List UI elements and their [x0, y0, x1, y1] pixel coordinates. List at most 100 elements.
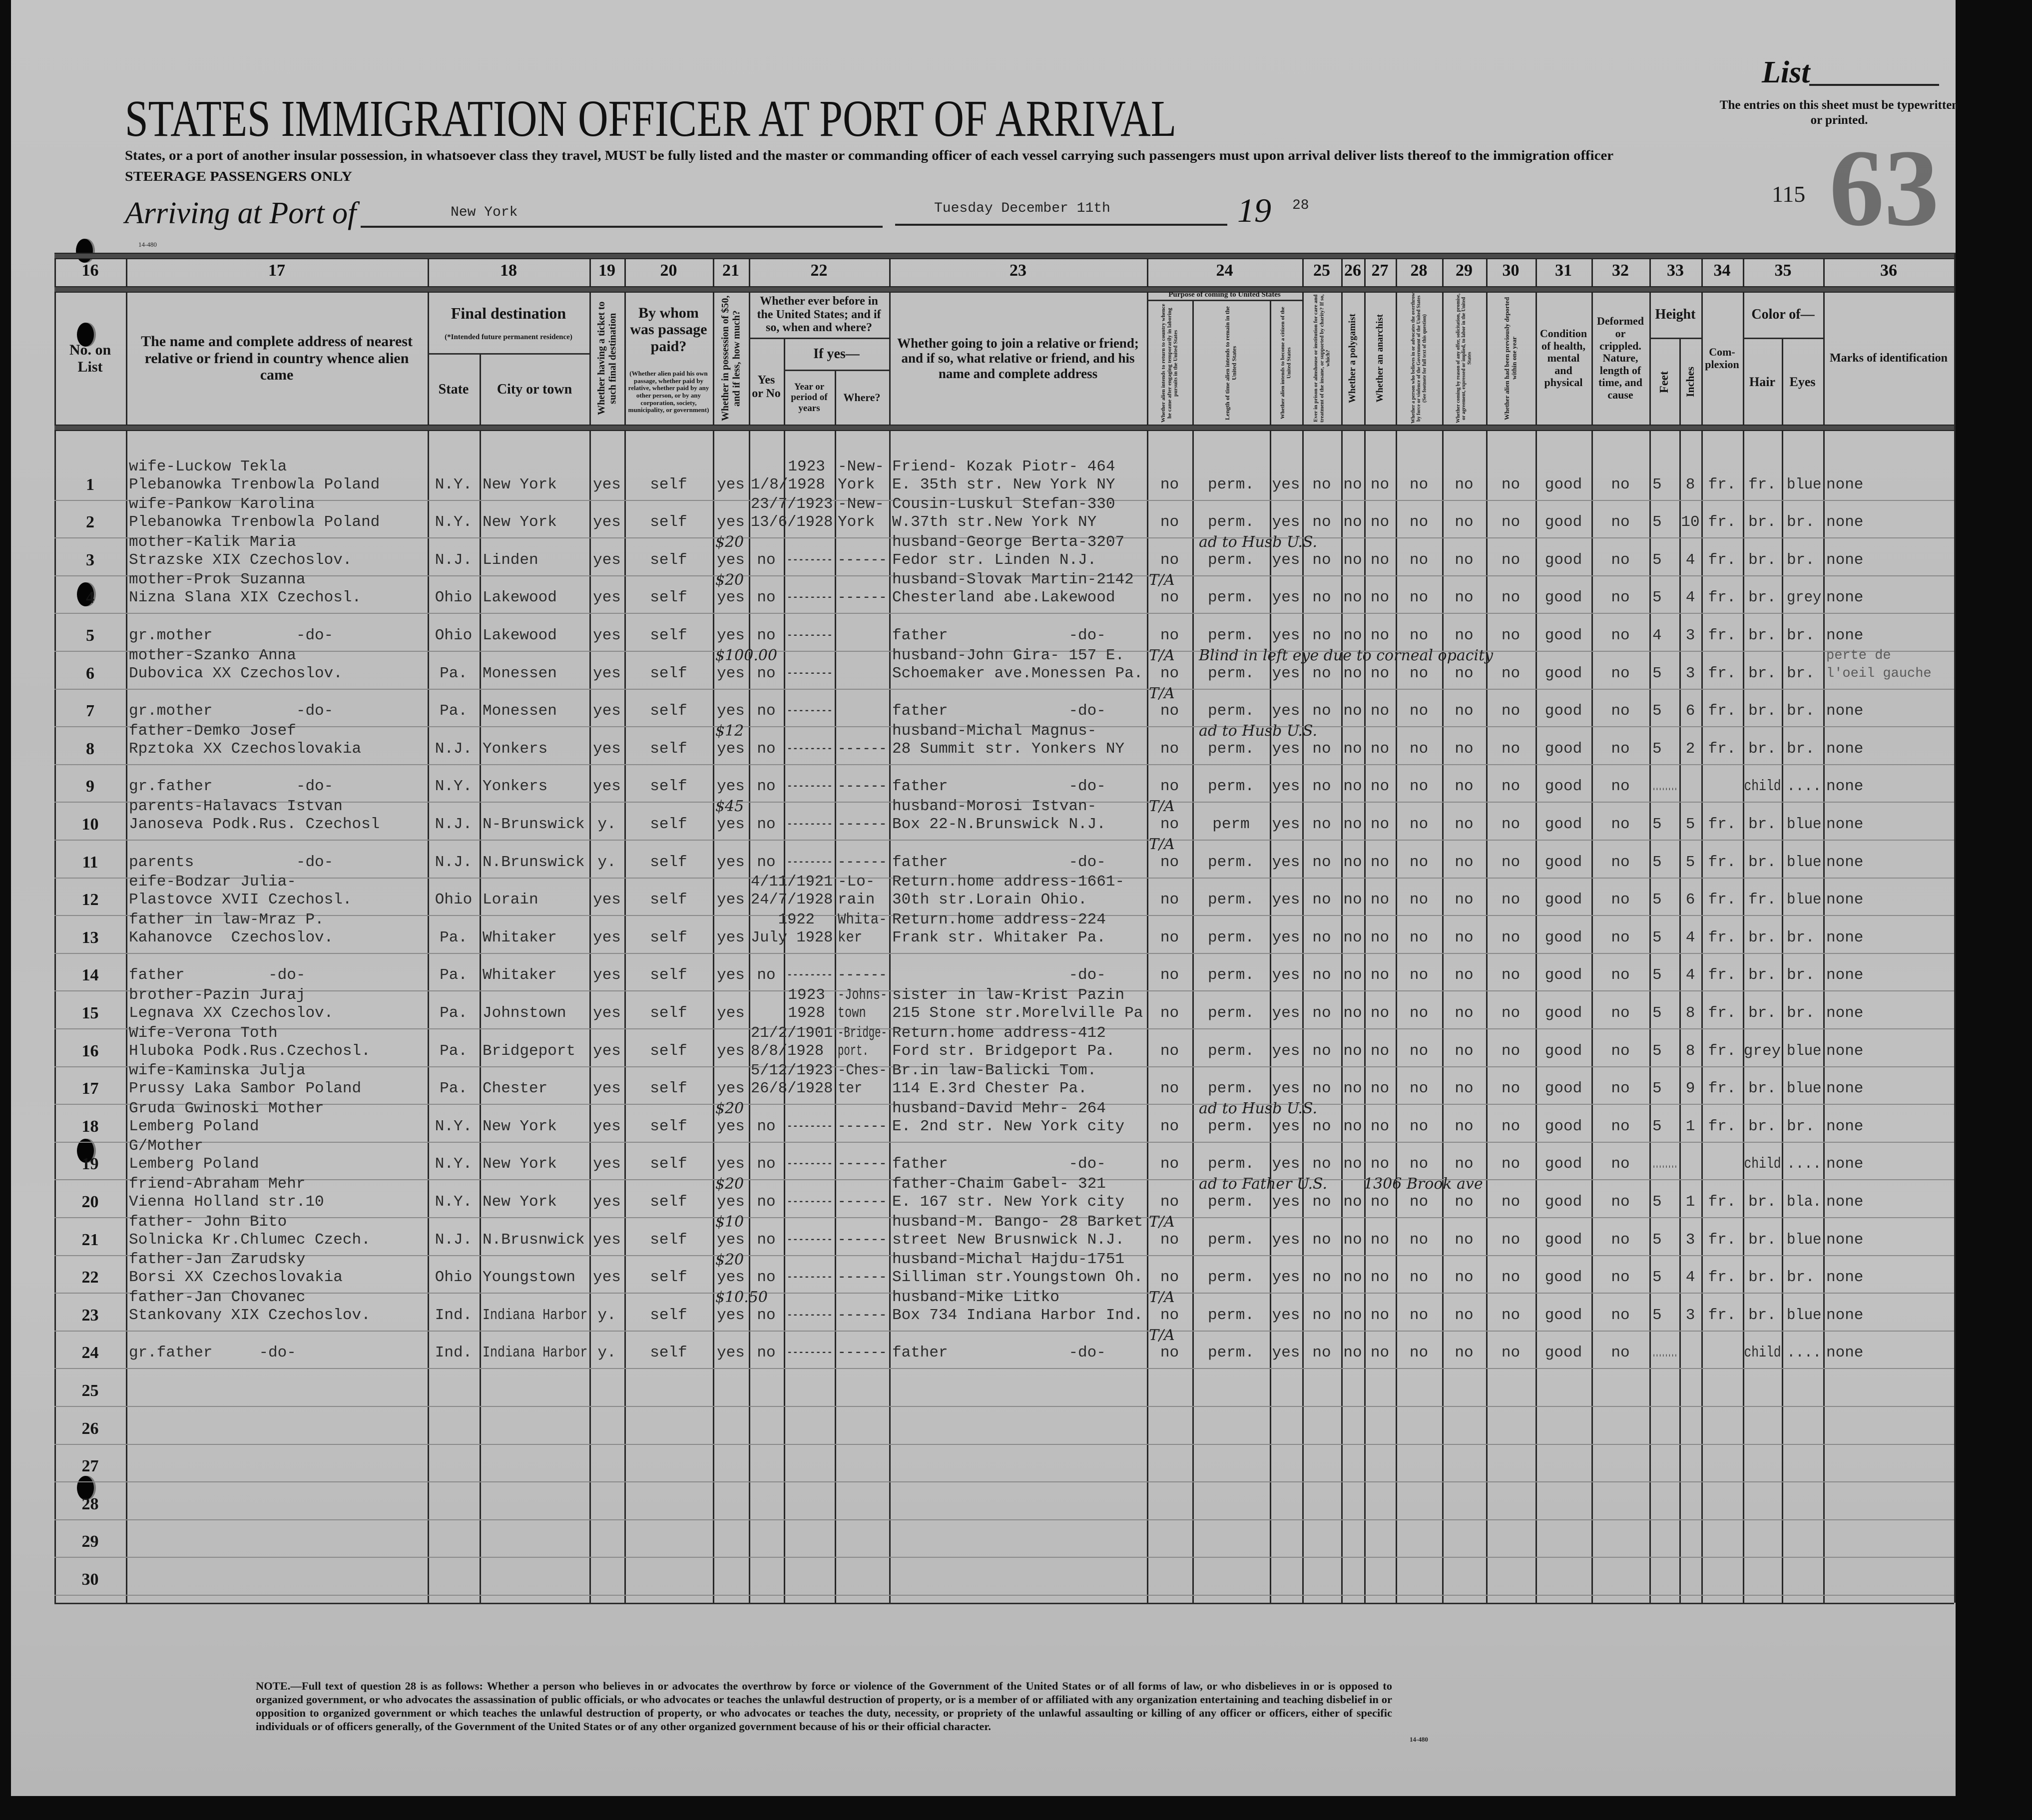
cell-overthrow-text: no [1409, 740, 1429, 758]
row-number-text: 5 [86, 626, 94, 645]
cell-city-text: Monessen [483, 702, 557, 720]
cell-ticket-text: yes [593, 1042, 621, 1060]
cell-date: 1923 1928 [748, 970, 835, 1022]
cell-year-text: -------- [787, 551, 833, 569]
header-rule [54, 253, 1954, 259]
cell-state-text: Pa. [440, 1004, 468, 1022]
cell-where: ------ [835, 1197, 889, 1249]
cell-complexion-text: fr. [1708, 664, 1736, 682]
cell-join-text: father -do- [892, 1344, 1106, 1362]
cell-inches-text: 2 [1685, 740, 1695, 758]
row-number-text: 14 [81, 966, 99, 985]
column-rule [713, 253, 714, 1603]
cell-complexion-text: fr. [1708, 1042, 1736, 1060]
cell-anar: no [1364, 1235, 1396, 1287]
cell-rel-text: gr.father -do- [129, 778, 334, 796]
cell-deport: no [1486, 970, 1535, 1022]
cell-paid: self [624, 858, 713, 910]
cell-poly: no [1341, 1084, 1364, 1136]
cell-ticket-text: yes [593, 1269, 621, 1287]
cell-deformed-text: no [1611, 853, 1630, 871]
cell-ticket: yes [589, 1197, 624, 1249]
cell-where-text: Whita- ker [838, 910, 887, 946]
cell-health-text: good [1544, 740, 1582, 758]
header-dest_note-text: (*Intended future permanent residence) [445, 333, 572, 341]
cell-money-text: yes [717, 513, 745, 531]
row-number: 30 [54, 1537, 126, 1589]
cell-city-text: Indiana Harbor [483, 1306, 588, 1324]
cell-cit-text: yes [1272, 1231, 1300, 1249]
cell-state-text: Pa. [440, 1042, 468, 1060]
cell-offer-text: no [1455, 664, 1474, 682]
column-rule [428, 253, 429, 1603]
row-rule [54, 613, 1954, 614]
cell-where-text: ------ [838, 853, 887, 871]
cell-state: Pa. [428, 895, 480, 947]
cell-money: yes [713, 555, 749, 607]
cell-date: 1922 July 1928 [748, 895, 835, 947]
cell-where: ------ [835, 1159, 889, 1211]
cell-year-text: -------- [787, 1344, 833, 1362]
row-number: 27 [54, 1424, 126, 1476]
cell-deformed: no [1591, 744, 1649, 796]
cell-marks-text: none [1826, 626, 1864, 644]
cell-yn-text: no [757, 1155, 776, 1173]
cell-overthrow-text: no [1409, 1004, 1429, 1022]
cell-eyes: br. [1782, 706, 1823, 758]
cell-ticket-text: yes [593, 1155, 621, 1173]
cell-paid-text: self [650, 1155, 687, 1173]
cell-marks-text: none [1826, 928, 1864, 946]
cell-health-text: good [1544, 1004, 1582, 1022]
cell-offer-text: no [1455, 626, 1474, 644]
cell-offer: no [1442, 593, 1486, 645]
handwritten-annotation: ad to Father U.S. [1199, 1175, 1328, 1193]
cell-complexion-text: fr. [1708, 1306, 1736, 1324]
cell-money-text: yes [717, 626, 745, 644]
cell-anar-text: no [1370, 1004, 1390, 1022]
cell-cit: yes [1270, 1008, 1302, 1060]
cell-year: -------- [784, 1235, 835, 1287]
cell-state: N.Y. [428, 442, 480, 494]
cell-join: husband-John Gira- 157 E. Schoemaker ave… [889, 631, 1147, 683]
header-marks-text: Marks of identification [1830, 352, 1948, 365]
cell-rel: Wife-Verona Toth Hluboka Podk.Rus.Czecho… [126, 1008, 428, 1060]
cell-join: Return.home address-1661- 30th str.Lorai… [889, 858, 1147, 910]
cell-hair: grey [1743, 1008, 1782, 1060]
cell-offer: no [1442, 1235, 1486, 1287]
cell-where: ------ [835, 744, 889, 796]
cell-money: yes [713, 1122, 749, 1174]
cell-offer: no [1442, 706, 1486, 758]
cell-cit: yes [1270, 555, 1302, 607]
sub-header-rule [1649, 338, 1701, 339]
cell-eyes: br. [1782, 669, 1823, 721]
cell-anar-text: no [1370, 702, 1390, 720]
cell-rel: G/Mother Lemberg Poland [126, 1122, 428, 1174]
cell-feet-text: 5 [1652, 891, 1662, 909]
header-ifyes-text: If yes— [813, 346, 860, 362]
cell-inches: 8 [1679, 1008, 1701, 1060]
cell-hair-text: br. [1748, 589, 1776, 607]
cell-deformed: no [1591, 933, 1649, 985]
cell-ret-text: no [1160, 1231, 1179, 1249]
cell-ret: no [1147, 631, 1192, 683]
cell-overthrow-text: no [1409, 513, 1429, 531]
cell-ret-text: no [1160, 702, 1179, 720]
cell-state-text: Pa. [440, 1080, 468, 1098]
cell-prison: no [1302, 442, 1341, 494]
cell-state: Ohio [428, 593, 480, 645]
cell-hair-text: child [1744, 1344, 1781, 1362]
cell-eyes-text: blue [1787, 853, 1822, 871]
cell-len-text: perm. [1207, 589, 1254, 607]
cell-ticket: yes [589, 858, 624, 910]
header-overthrow: Whether a person who believes in or advo… [1396, 292, 1442, 425]
cell-poly: no [1341, 1159, 1364, 1211]
cell-poly-text: no [1343, 928, 1362, 946]
cell-offer-text: no [1455, 1004, 1474, 1022]
cell-len-text: perm. [1207, 626, 1254, 644]
cell-len: perm. [1192, 895, 1270, 947]
cell-ticket-text: yes [593, 626, 621, 644]
cell-marks: none [1823, 517, 1954, 569]
cell-deformed: no [1591, 1273, 1649, 1325]
cell-overthrow-text: no [1409, 966, 1429, 984]
cell-rel-text: eife-Bodzar Julia- Plastovce XVII Czecho… [129, 873, 352, 909]
